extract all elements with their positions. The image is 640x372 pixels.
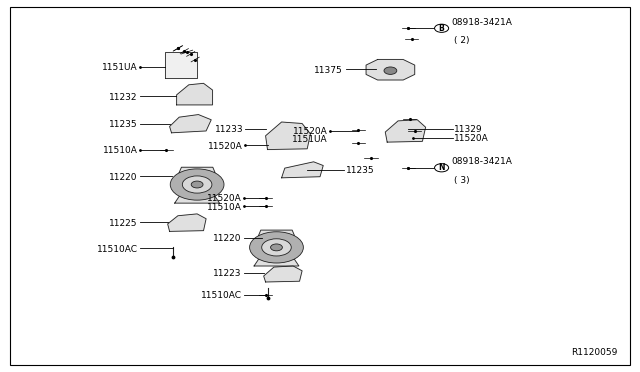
Polygon shape bbox=[165, 52, 197, 78]
Text: 08918-3421A: 08918-3421A bbox=[451, 18, 512, 27]
Text: 11510AC: 11510AC bbox=[201, 291, 242, 300]
Circle shape bbox=[182, 176, 212, 193]
Text: R1120059: R1120059 bbox=[572, 348, 618, 357]
Polygon shape bbox=[259, 230, 294, 235]
Text: 11225: 11225 bbox=[109, 219, 138, 228]
Circle shape bbox=[170, 169, 224, 200]
Text: 11510AC: 11510AC bbox=[97, 245, 138, 254]
Text: 1151UA: 1151UA bbox=[102, 63, 138, 72]
Text: 11510A: 11510A bbox=[103, 146, 138, 155]
Circle shape bbox=[191, 181, 203, 188]
Text: 11520A: 11520A bbox=[454, 134, 489, 143]
Text: 11235: 11235 bbox=[109, 120, 138, 129]
Polygon shape bbox=[168, 214, 206, 231]
Text: 11375: 11375 bbox=[314, 66, 342, 75]
Text: 11329: 11329 bbox=[454, 125, 483, 134]
Text: 1151UA: 1151UA bbox=[292, 135, 328, 144]
Circle shape bbox=[262, 239, 291, 256]
Circle shape bbox=[271, 244, 282, 251]
Text: 11520A: 11520A bbox=[207, 194, 242, 203]
Polygon shape bbox=[179, 167, 215, 173]
Polygon shape bbox=[254, 259, 299, 266]
Circle shape bbox=[435, 24, 449, 32]
Text: N: N bbox=[438, 163, 445, 172]
Text: 11220: 11220 bbox=[109, 173, 138, 182]
Polygon shape bbox=[264, 266, 302, 282]
Polygon shape bbox=[282, 162, 323, 178]
Text: 11233: 11233 bbox=[214, 125, 243, 134]
Polygon shape bbox=[170, 115, 211, 133]
Polygon shape bbox=[366, 60, 415, 80]
Text: 11223: 11223 bbox=[213, 269, 242, 278]
Text: 11520A: 11520A bbox=[209, 142, 243, 151]
Polygon shape bbox=[385, 120, 426, 142]
Polygon shape bbox=[266, 122, 310, 150]
Text: 11520A: 11520A bbox=[293, 127, 328, 136]
Text: ( 2): ( 2) bbox=[454, 36, 470, 45]
Text: 11510A: 11510A bbox=[207, 203, 242, 212]
Text: ( 3): ( 3) bbox=[454, 176, 470, 185]
Text: 11232: 11232 bbox=[109, 93, 138, 102]
Text: 11235: 11235 bbox=[346, 166, 374, 175]
Text: 08918-3421A: 08918-3421A bbox=[451, 157, 512, 166]
Circle shape bbox=[384, 67, 397, 74]
Text: B: B bbox=[439, 24, 444, 33]
Circle shape bbox=[435, 164, 449, 172]
Polygon shape bbox=[175, 196, 220, 203]
Circle shape bbox=[250, 232, 303, 263]
Polygon shape bbox=[177, 83, 212, 105]
Text: 11220: 11220 bbox=[213, 234, 242, 243]
